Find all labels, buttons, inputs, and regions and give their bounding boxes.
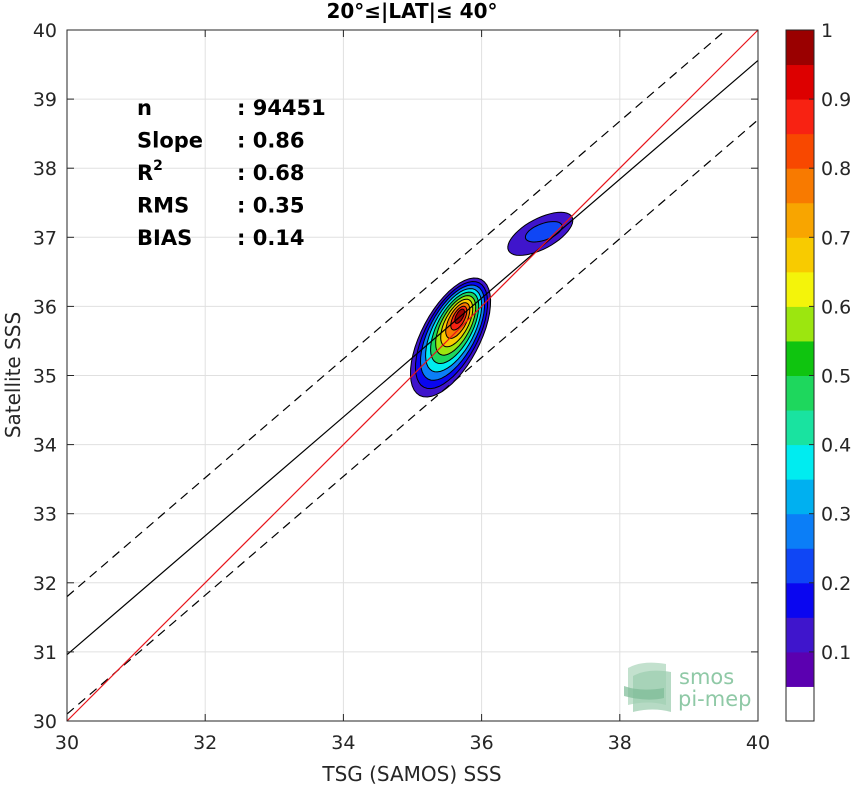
fit-lower-dashed-line (66, 119, 759, 715)
x-tick-label: 38 (608, 732, 632, 754)
y-tick-label: 37 (33, 227, 57, 249)
colorbar-segment (786, 306, 814, 342)
colorbar-tick-label: 0.5 (821, 366, 851, 388)
colorbar-segment (786, 479, 814, 515)
colorbar: 0.1 0.2 0.3 0.4 0.5 0.6 0.7 0.8 0.9 1 (785, 20, 851, 722)
x-tick-label: 36 (470, 732, 494, 754)
y-tick-label: 31 (33, 642, 57, 664)
stat-value: : 0.86 (237, 129, 305, 153)
plot-frame (66, 29, 759, 722)
colorbar-tick-label: 0.9 (821, 89, 851, 111)
y-axis-label: Satellite SSS (1, 312, 25, 438)
colorbar-segment (786, 582, 814, 618)
y-tick-label: 38 (33, 158, 57, 180)
logo-text-smos: smos (679, 665, 734, 689)
x-tick-label: 40 (746, 732, 770, 754)
x-tick-label: 30 (55, 732, 79, 754)
y-tick-label: 40 (33, 20, 57, 42)
fit-line (66, 59, 759, 656)
grid (66, 29, 759, 722)
colorbar-segment (786, 271, 814, 307)
colorbar-segment (786, 444, 814, 480)
colorbar-tick-label: 0.4 (821, 435, 851, 457)
x-axis-label: TSG (SAMOS) SSS (321, 762, 501, 786)
colorbar-segment (786, 168, 814, 204)
colorbar-segment (786, 64, 814, 100)
logo-text-pimep: pi-mep (678, 687, 751, 711)
colorbar-tick-label: 0.6 (821, 296, 851, 318)
colorbar-segment (786, 548, 814, 584)
stat-label: n (137, 96, 152, 120)
stat-value: : 0.68 (237, 161, 305, 185)
colorbar-segment (786, 410, 814, 446)
y-tick-label: 30 (33, 711, 57, 733)
colorbar-tick-label: 0.3 (821, 504, 851, 526)
colorbar-segment (786, 340, 814, 376)
colorbar-segment (786, 686, 814, 722)
stat-value: : 94451 (237, 96, 326, 120)
smos-pimep-logo: smos pi-mep (624, 662, 751, 712)
regression-lines (66, 29, 759, 722)
fit-upper-dashed-line (66, 29, 727, 598)
colorbar-tick-label: 0.2 (821, 573, 851, 595)
x-tick-label: 34 (331, 732, 355, 754)
colorbar-segment (786, 651, 814, 687)
stat-label: BIAS (137, 226, 192, 250)
logo-icon (624, 662, 671, 712)
colorbar-tick-label: 0.7 (821, 227, 851, 249)
y-tick-label: 34 (33, 435, 57, 457)
colorbar-tick-label: 0.8 (821, 158, 851, 180)
colorbar-segment (786, 30, 814, 66)
colorbar-segment (786, 99, 814, 135)
colorbar-segment (786, 513, 814, 549)
axis-ticks: 30 32 34 36 38 40 30 31 32 33 34 35 36 37 38 39 40 (33, 20, 770, 754)
colorbar-segment (786, 133, 814, 169)
y-tick-label: 33 (33, 504, 57, 526)
colorbar-tick-label: 0.1 (821, 642, 851, 664)
colorbar-segment (786, 237, 814, 273)
stat-value: : 0.35 (237, 194, 305, 218)
x-tick-label: 32 (193, 732, 217, 754)
y-tick-label: 35 (33, 366, 57, 388)
y-tick-label: 39 (33, 89, 57, 111)
stat-value: : 0.14 (237, 226, 305, 250)
colorbar-segment (786, 202, 814, 238)
stat-label: RMS (137, 194, 189, 218)
chart-title: 20°≤|LAT|≤ 40° (326, 0, 497, 23)
stat-label: Slope (137, 129, 203, 153)
identity-line (66, 29, 759, 722)
colorbar-segment (786, 375, 814, 411)
colorbar-tick-label: 1 (821, 20, 833, 42)
y-tick-label: 32 (33, 573, 57, 595)
y-tick-label: 36 (33, 296, 57, 318)
colorbar-segment (786, 617, 814, 653)
axes-box (66, 29, 759, 722)
